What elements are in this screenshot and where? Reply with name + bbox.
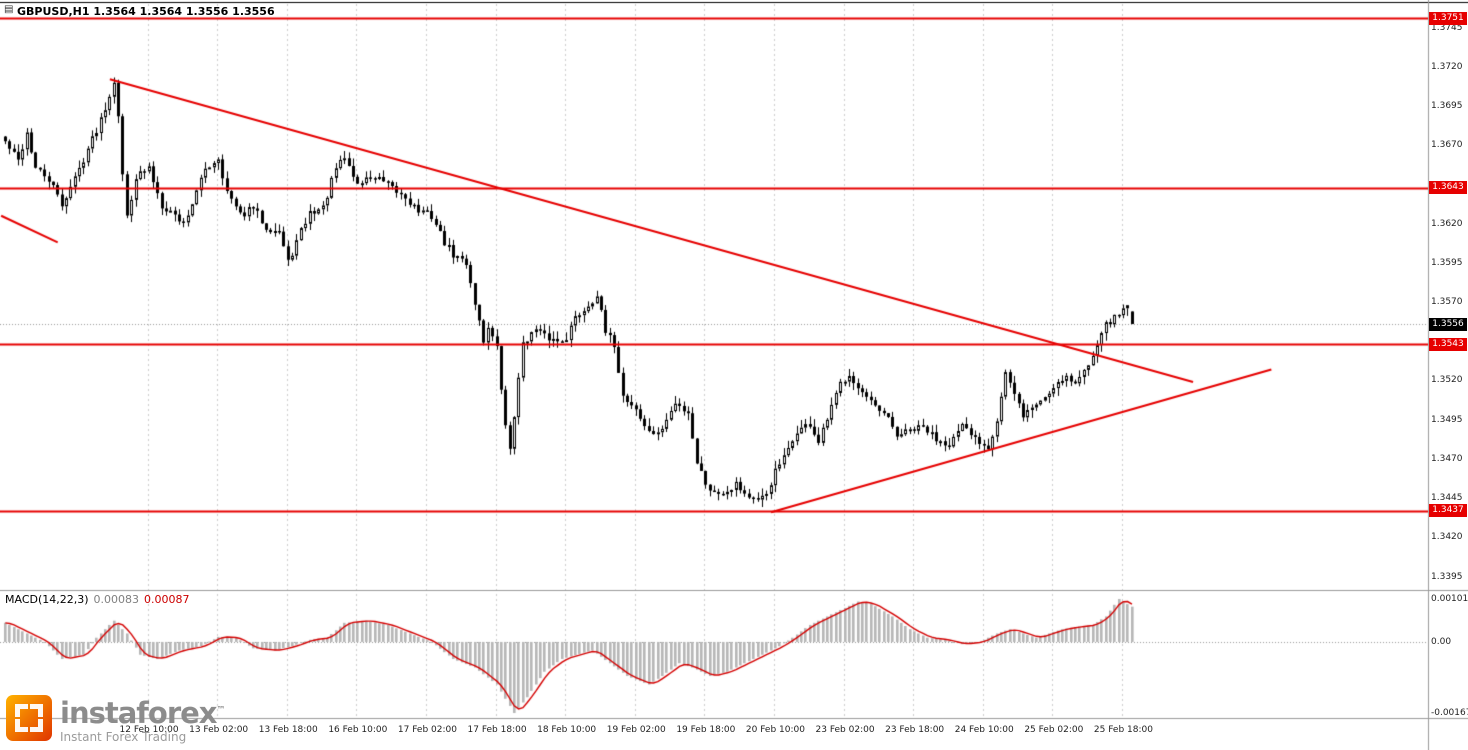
level-price-flag: 1.3543 (1429, 337, 1467, 351)
time-axis-label: 25 Feb 02:00 (1024, 725, 1084, 735)
time-axis-label: 25 Feb 18:00 (1093, 725, 1153, 735)
level-price-flag: 1.3643 (1429, 181, 1467, 195)
price-tick-label: 1.3620 (1431, 218, 1463, 229)
watermark-brand: instaforex™ (60, 696, 226, 730)
price-tick-label: 1.3720 (1431, 61, 1463, 72)
level-price-flag: 1.3437 (1429, 504, 1467, 518)
price-tick-label: 1.3445 (1431, 493, 1463, 504)
price-tick-label: 1.3745 (1431, 22, 1463, 33)
watermark-subtitle: Instant Forex Trading (60, 730, 187, 744)
watermark-trademark: ™ (216, 705, 226, 716)
chart-title: GBPUSD,H1 1.3564 1.3564 1.3556 1.3556 (17, 5, 275, 18)
time-axis-label: 17 Feb 02:00 (397, 725, 457, 735)
price-tick-label: 1.3570 (1431, 297, 1463, 308)
price-tick-label: 1.3420 (1431, 532, 1463, 543)
price-tick-label: 1.3495 (1431, 414, 1463, 425)
price-tick-label: 1.3520 (1431, 375, 1463, 386)
macd-axis-label: -0.00167 (1431, 708, 1468, 718)
macd-axis-label: 0.00 (1431, 636, 1452, 647)
macd-signal-value: 0.00087 (144, 593, 190, 606)
price-tick-label: 1.3470 (1431, 453, 1463, 464)
time-axis-label: 13 Feb 02:00 (189, 725, 249, 735)
time-axis-label: 18 Feb 10:00 (537, 725, 597, 735)
time-axis-label: 12 Feb 10:00 (119, 725, 179, 735)
macd-indicator-label: MACD(14,22,3) 0.00083 0.00087 (5, 593, 190, 606)
broker-watermark: instaforex™ Instant Forex Trading (6, 695, 226, 744)
instaforex-logo-icon (6, 695, 52, 741)
time-axis-label: 17 Feb 18:00 (467, 725, 527, 735)
time-axis-label: 23 Feb 02:00 (815, 725, 875, 735)
time-axis-label: 13 Feb 18:00 (258, 725, 318, 735)
price-tick-label: 1.3695 (1431, 100, 1463, 111)
time-axis-label: 23 Feb 18:00 (885, 725, 945, 735)
time-axis-label: 20 Feb 10:00 (745, 725, 805, 735)
time-axis-label: 24 Feb 10:00 (954, 725, 1014, 735)
price-tick-label: 1.3395 (1431, 571, 1463, 582)
chart-icon: ▤ (4, 4, 14, 15)
macd-axis-label: 0.00101 (1431, 594, 1468, 604)
time-axis-label: 19 Feb 18:00 (676, 725, 736, 735)
time-axis-label: 16 Feb 10:00 (328, 725, 388, 735)
time-axis-label: 19 Feb 02:00 (606, 725, 666, 735)
price-tick-label: 1.3595 (1431, 257, 1463, 268)
watermark-brand-text: instaforex (60, 696, 217, 730)
price-tick-label: 1.3670 (1431, 140, 1463, 151)
level-price-flag: 1.3751 (1429, 11, 1467, 25)
macd-main-value: 0.00083 (93, 593, 140, 606)
current-price-flag: 1.3556 (1429, 317, 1467, 331)
macd-name: MACD(14,22,3) (5, 593, 89, 606)
